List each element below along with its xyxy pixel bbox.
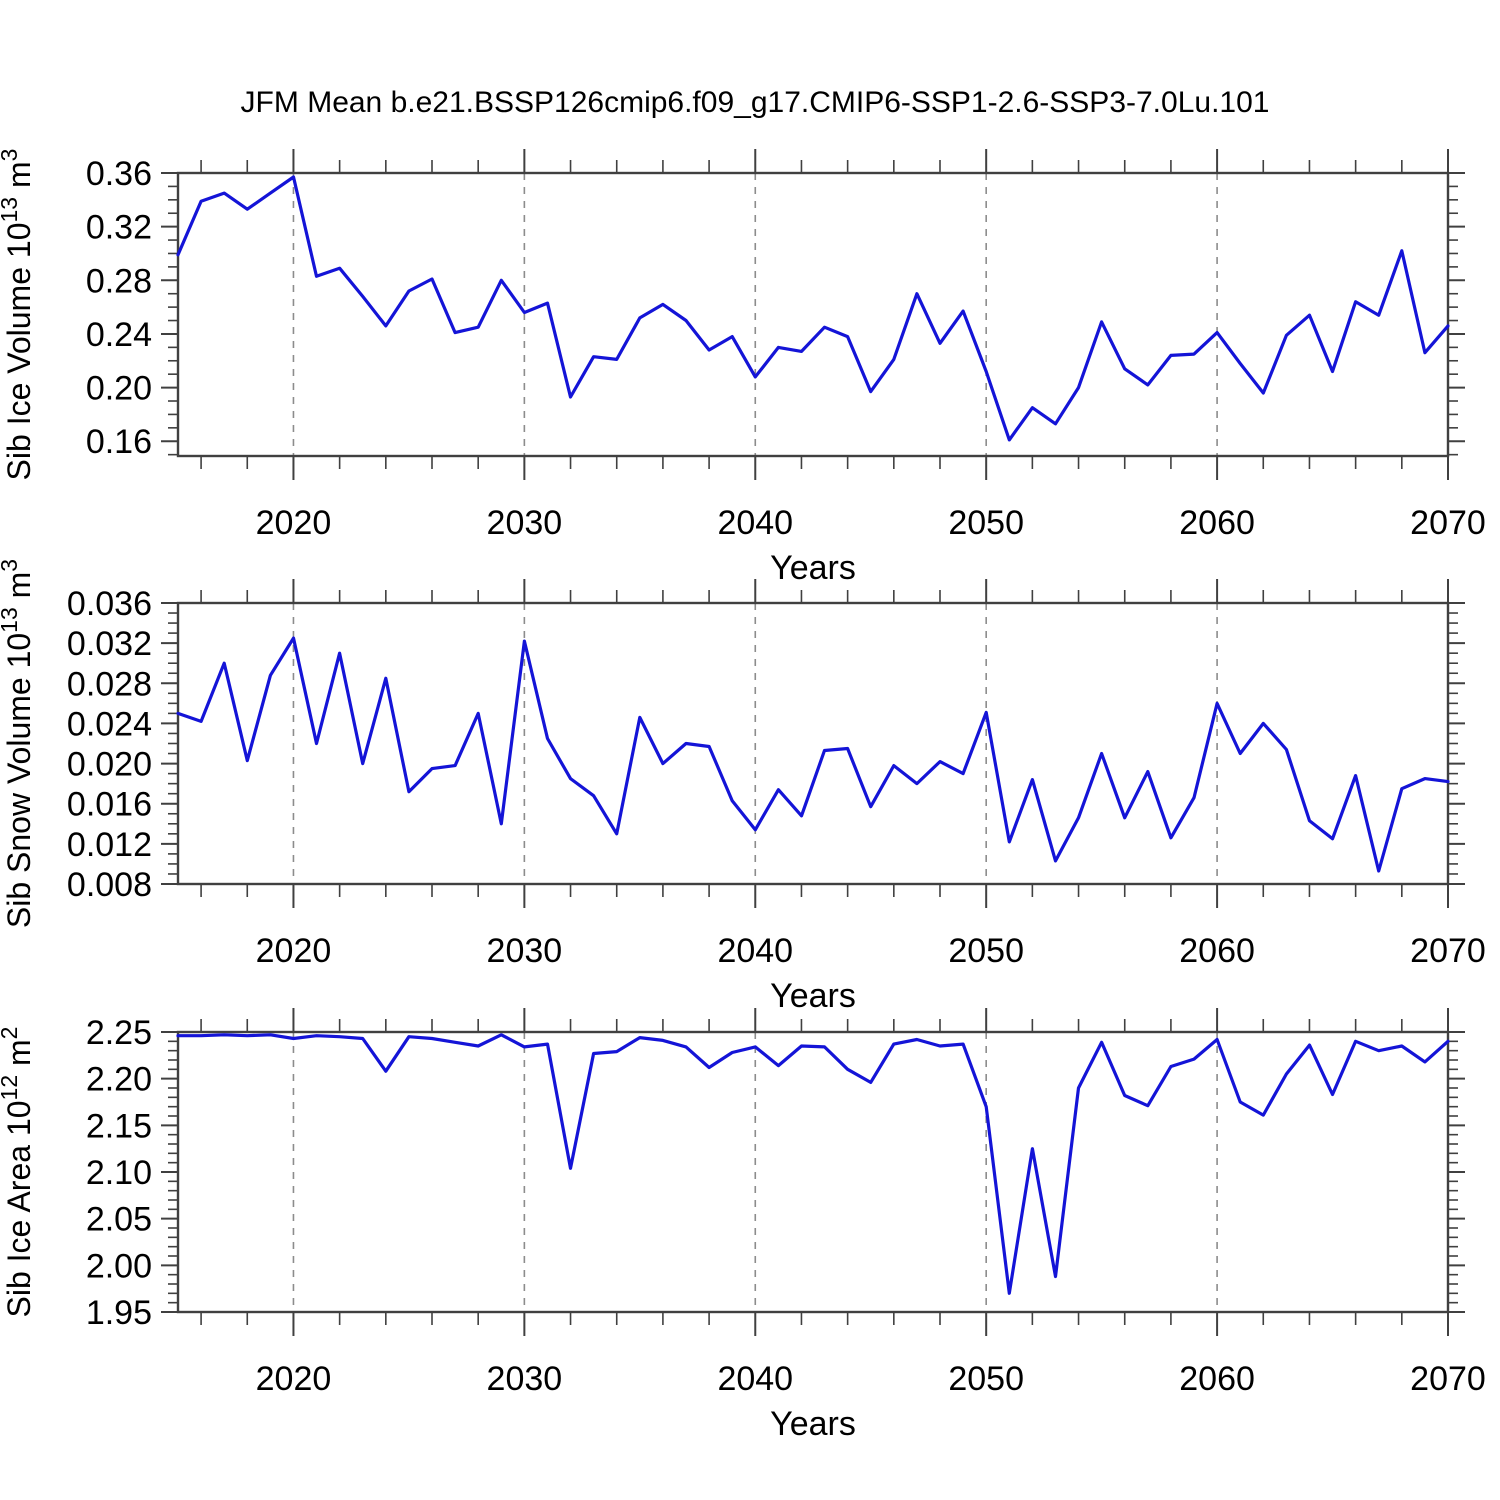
y-tick-label: 2.00 bbox=[86, 1247, 152, 1285]
x-tick-label: 2040 bbox=[717, 1360, 793, 1398]
y-tick-label: 0.012 bbox=[67, 826, 152, 864]
data-line-series bbox=[176, 1033, 1450, 1295]
x-tick-label: 2020 bbox=[256, 932, 332, 970]
x-tick-label: 2060 bbox=[1179, 1360, 1255, 1398]
y-tick-label: 0.036 bbox=[67, 585, 152, 623]
y-tick-label: 0.024 bbox=[67, 705, 152, 743]
x-tick-label: 2020 bbox=[256, 1360, 332, 1398]
y-tick-label: 2.15 bbox=[86, 1107, 152, 1145]
superscript-text: 3 bbox=[0, 149, 22, 162]
y-tick-label: 0.28 bbox=[86, 262, 152, 300]
x-axis-title: Years bbox=[770, 977, 856, 1015]
plot-frame bbox=[176, 1030, 1450, 1314]
data-line-series bbox=[176, 175, 1450, 442]
superscript-text: 13 bbox=[0, 607, 22, 633]
y-tick-label: 0.028 bbox=[67, 665, 152, 703]
data-line-series bbox=[176, 636, 1450, 873]
x-tick-label: 2060 bbox=[1179, 932, 1255, 970]
y-tick-label: 0.24 bbox=[86, 316, 152, 354]
x-tick-label: 2060 bbox=[1179, 504, 1255, 542]
y-tick-label: 2.25 bbox=[86, 1014, 152, 1052]
superscript-text: 3 bbox=[0, 559, 22, 572]
figure-title: JFM Mean b.e21.BSSP126cmip6.f09_g17.CMIP… bbox=[240, 86, 1270, 119]
y-tick-label: 0.032 bbox=[67, 625, 152, 663]
y-tick-label: 0.008 bbox=[67, 866, 152, 904]
superscript-text: 2 bbox=[0, 1027, 22, 1040]
label-text: m bbox=[1, 161, 37, 197]
y-tick-label: 2.10 bbox=[86, 1154, 152, 1192]
x-tick-label: 2030 bbox=[487, 504, 563, 542]
x-tick-label: 2050 bbox=[948, 932, 1024, 970]
x-tick-label: 2030 bbox=[487, 1360, 563, 1398]
x-tick-label: 2040 bbox=[717, 504, 793, 542]
x-tick-label: 2070 bbox=[1410, 504, 1486, 542]
y-tick-label: 0.16 bbox=[86, 423, 152, 461]
superscript-text: 13 bbox=[0, 197, 22, 223]
superscript-text: 12 bbox=[0, 1075, 22, 1101]
x-axis-title: Years bbox=[770, 1405, 856, 1443]
label-text: Sib Ice Area 10 bbox=[1, 1100, 37, 1317]
x-tick-label: 2040 bbox=[717, 932, 793, 970]
label-text: m bbox=[1, 1039, 37, 1075]
y-tick-label: 0.016 bbox=[67, 786, 152, 824]
label-text: m bbox=[1, 572, 37, 608]
plot-panel-2: 2020 2030 2040 2050 2060 20700.0080.0120.0160… bbox=[0, 559, 1486, 1015]
y-axis-title: Sib Snow Volume 1013 m3 bbox=[0, 559, 37, 928]
x-tick-label: 2020 bbox=[256, 504, 332, 542]
y-axis-title: Sib Ice Volume 1013 m3 bbox=[0, 149, 37, 481]
label-text: Sib Snow Volume 10 bbox=[1, 633, 37, 928]
y-tick-label: 2.20 bbox=[86, 1061, 152, 1099]
x-axis-title: Years bbox=[770, 549, 856, 587]
x-tick-label: 2030 bbox=[487, 932, 563, 970]
y-tick-label: 0.32 bbox=[86, 209, 152, 247]
y-tick-label: 0.20 bbox=[86, 370, 152, 408]
x-tick-label: 2050 bbox=[948, 504, 1024, 542]
plot-panel-3: 2020 2030 2040 2050 2060 2070 1.95 2.00 2.05 2.10… bbox=[0, 1008, 1486, 1443]
y-tick-label: 2.05 bbox=[86, 1201, 152, 1239]
x-tick-label: 2070 bbox=[1410, 1360, 1486, 1398]
plot-panel-1: 2020 2030 2040 2050 2060 2070 0.16 0.20 0.24 0.28… bbox=[0, 149, 1486, 587]
plot-frame bbox=[176, 171, 1450, 458]
y-tick-label: 0.36 bbox=[86, 155, 152, 193]
y-axis-title: Sib Ice Area 1012 m2 bbox=[0, 1027, 37, 1318]
x-tick-label: 2050 bbox=[948, 1360, 1024, 1398]
y-tick-label: 0.020 bbox=[67, 746, 152, 784]
y-tick-label: 1.95 bbox=[86, 1294, 152, 1332]
x-tick-label: 2070 bbox=[1410, 932, 1486, 970]
label-text: Sib Ice Volume 10 bbox=[1, 223, 37, 481]
